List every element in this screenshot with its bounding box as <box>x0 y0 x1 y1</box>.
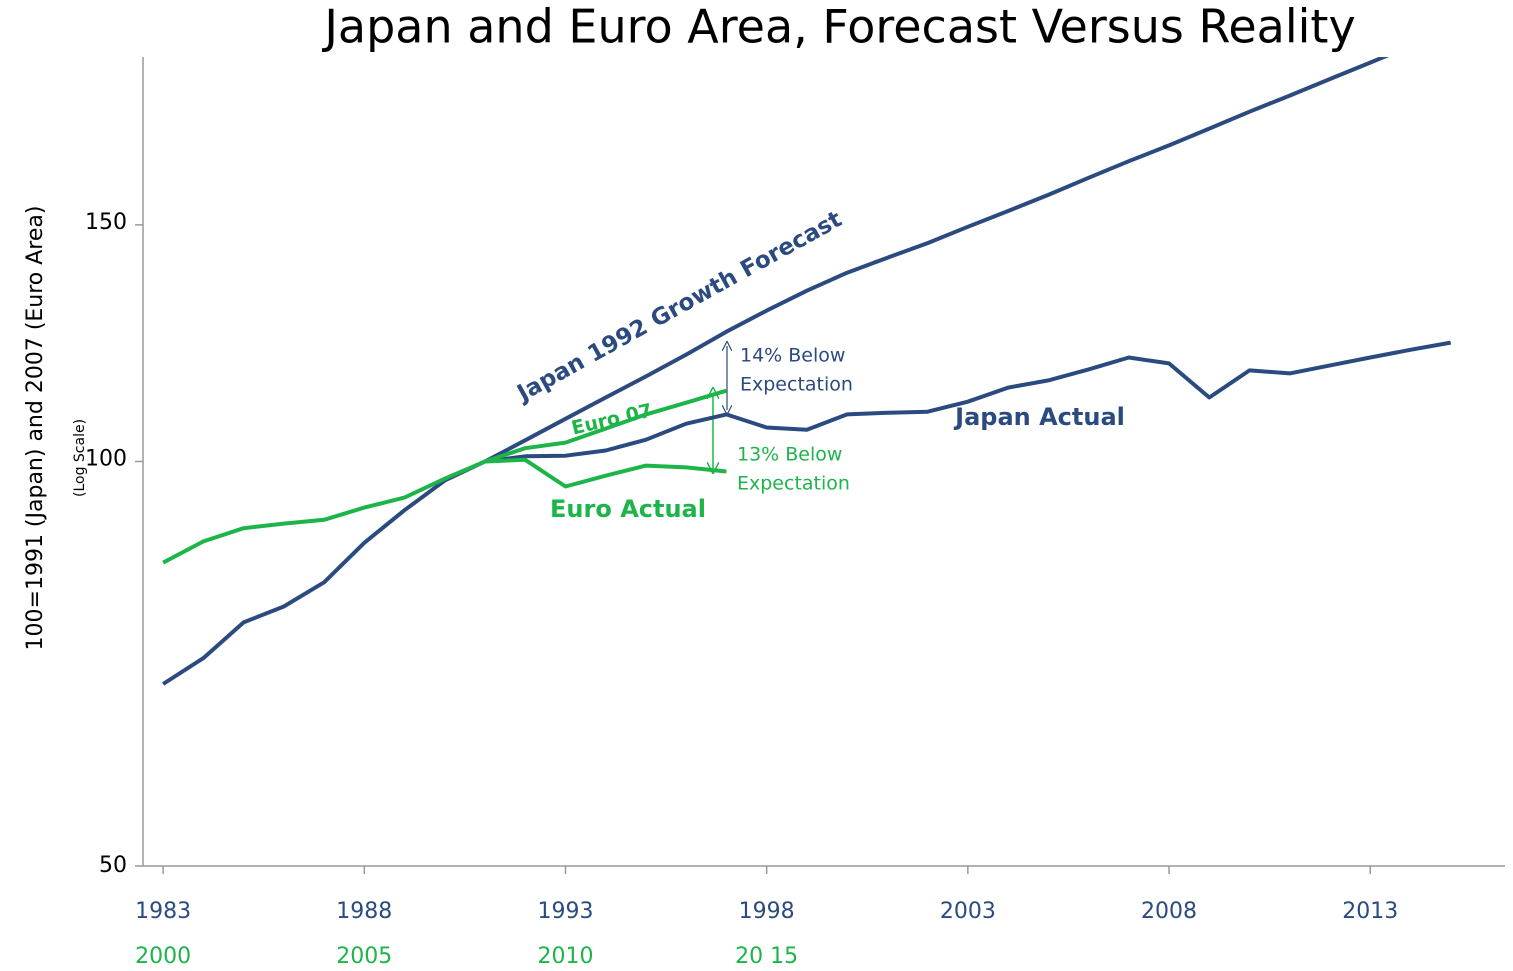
annotation: 13% Below <box>737 444 842 466</box>
y-axis-label: 100=1991 (Japan) and 2007 (Euro Area) <box>23 206 48 651</box>
x2-tick-label: 2000 <box>135 944 191 969</box>
x2-tick-label: 2005 <box>336 944 392 969</box>
x-tick-label: 1983 <box>135 899 191 924</box>
chart-title: Japan and Euro Area, Forecast Versus Rea… <box>321 0 1355 54</box>
y-tick-label: 50 <box>99 853 127 878</box>
x-tick-label: 1998 <box>739 899 795 924</box>
x-tick-label: 2013 <box>1342 899 1398 924</box>
x2-tick-label: 20 15 <box>735 944 798 969</box>
series-line <box>162 457 727 565</box>
x2-tick-label: 2010 <box>537 944 593 969</box>
series-label: Japan Actual <box>953 403 1125 431</box>
series-line <box>162 340 1452 686</box>
series-line <box>484 57 1390 464</box>
x-tick-label: 1993 <box>537 899 593 924</box>
plot-area <box>162 57 1452 686</box>
y-tick-label: 100 <box>85 447 127 472</box>
series-label: Euro 07 <box>569 400 654 440</box>
series-label: Euro Actual <box>550 495 706 523</box>
x-tick-label: 2003 <box>940 899 996 924</box>
x-tick-label: 1988 <box>336 899 392 924</box>
y-tick-label: 150 <box>85 210 127 235</box>
annotation: 14% Below <box>740 345 845 367</box>
series-line <box>484 388 727 464</box>
annotation: Expectation <box>740 374 853 396</box>
annotation: Expectation <box>737 473 850 495</box>
x-tick-label: 2008 <box>1141 899 1197 924</box>
y-axis-sublabel: (Log Scale) <box>72 419 88 497</box>
